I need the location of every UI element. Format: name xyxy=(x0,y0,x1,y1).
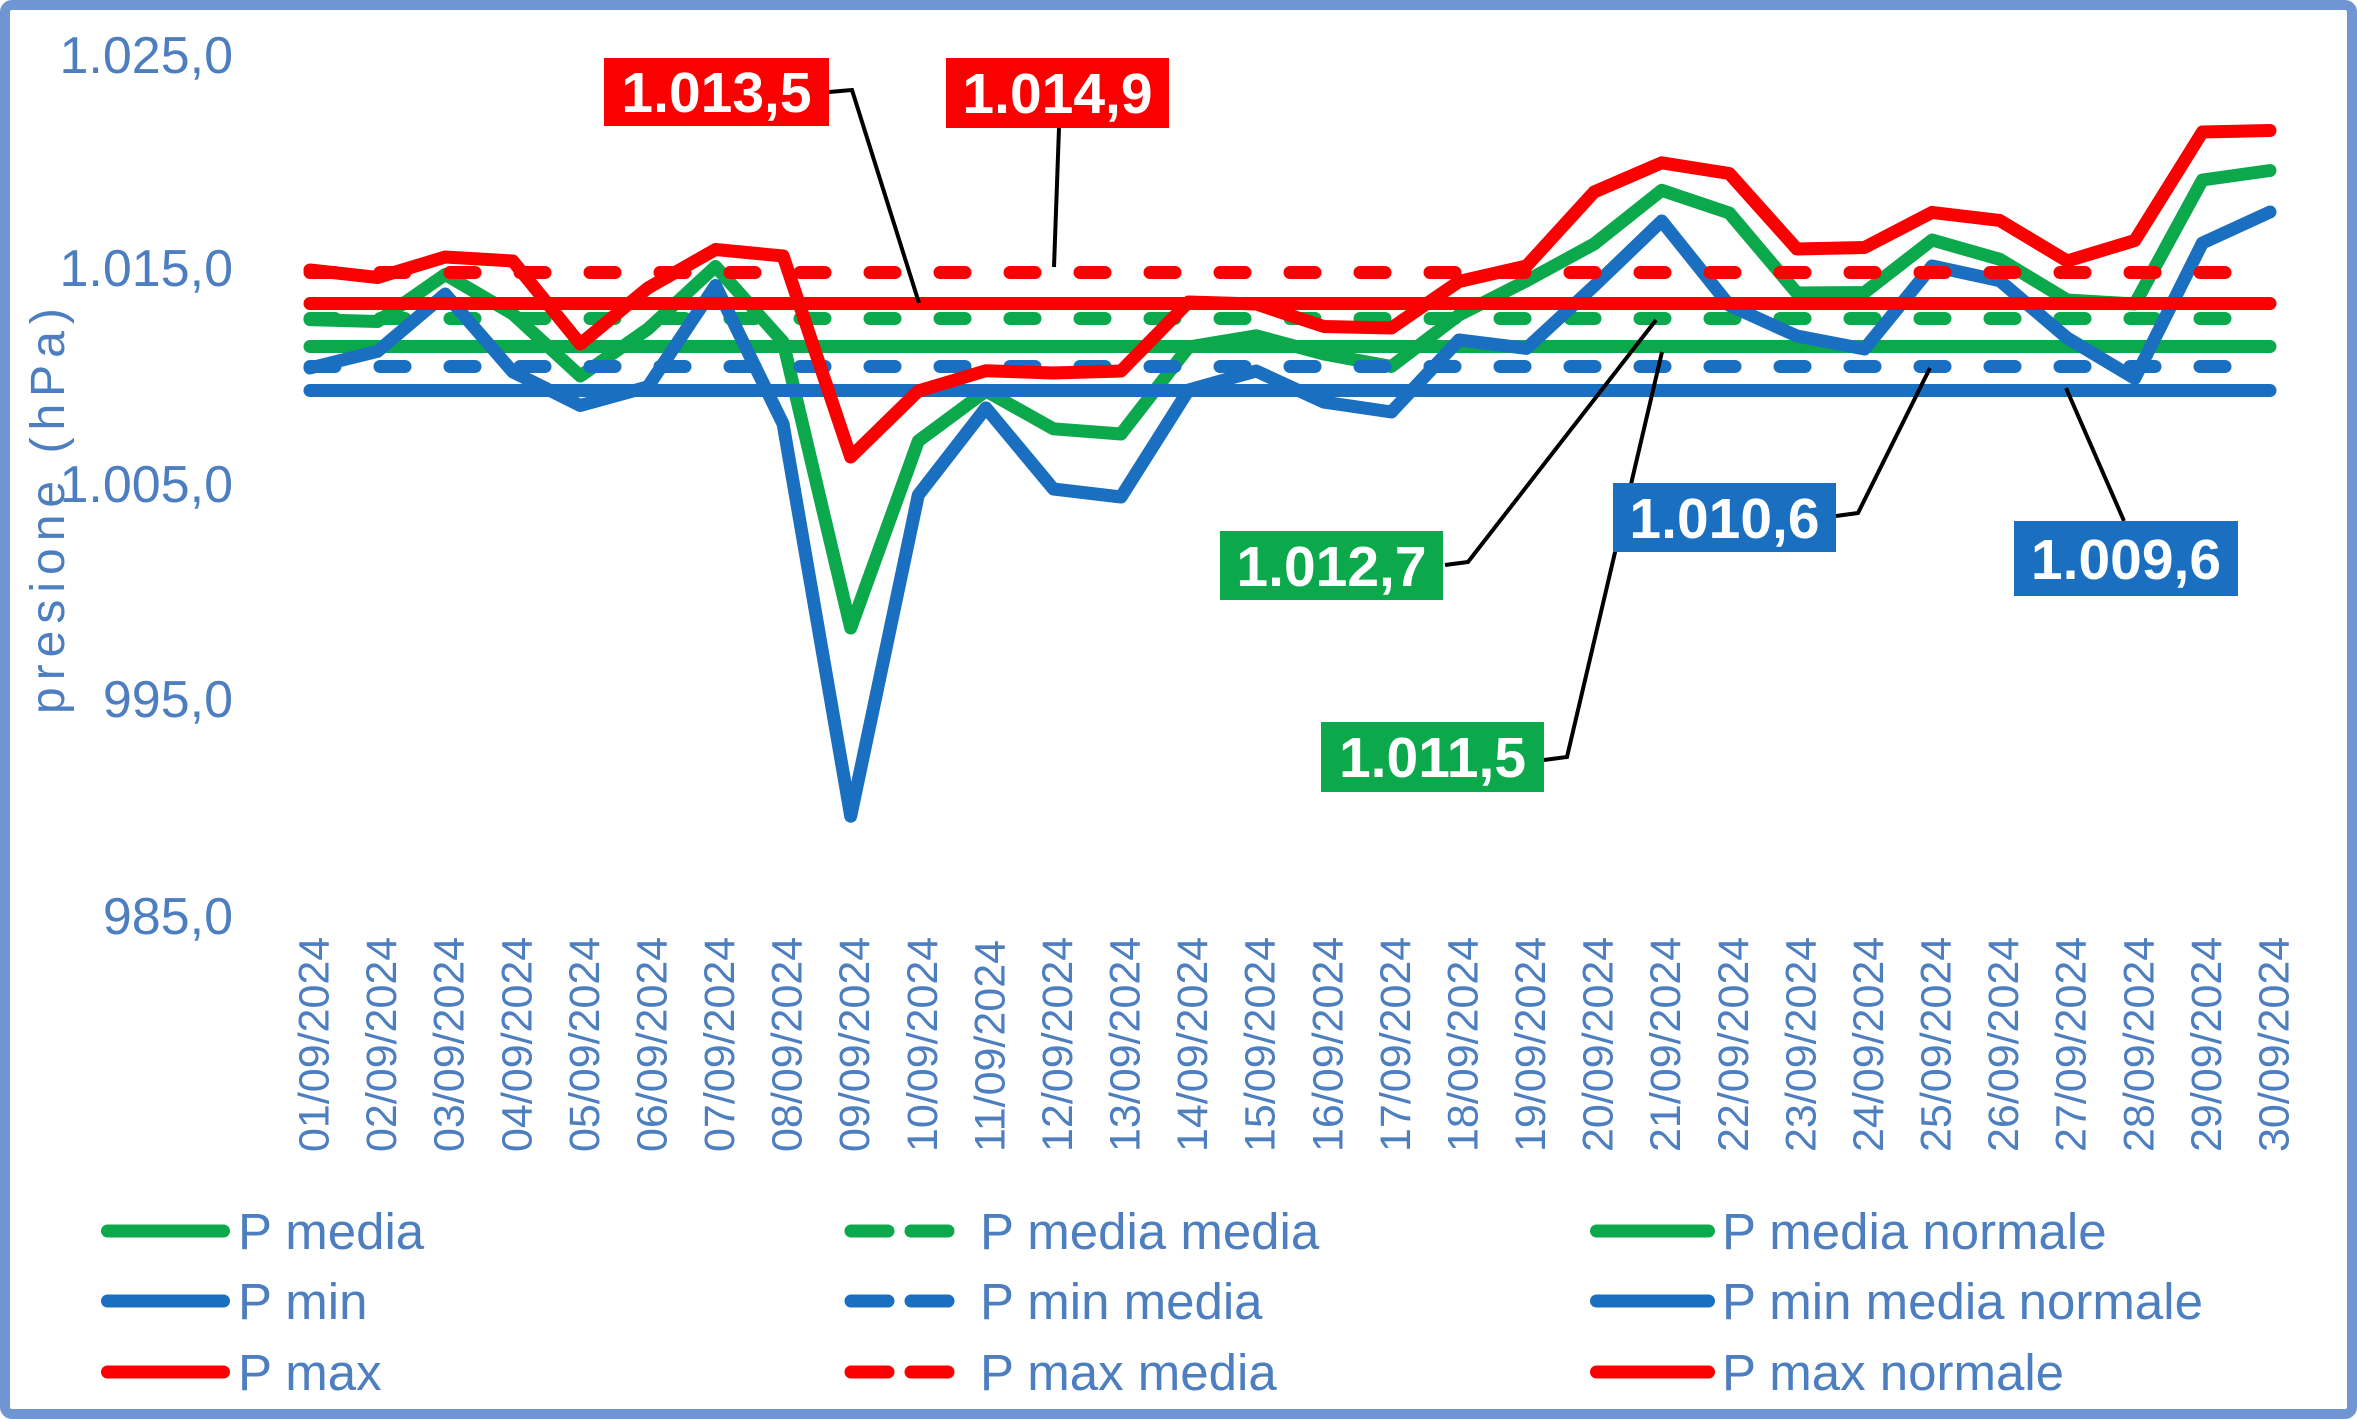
svg-text:24/09/2024: 24/09/2024 xyxy=(1845,937,1893,1152)
svg-text:27/09/2024: 27/09/2024 xyxy=(2048,937,2096,1152)
svg-text:02/09/2024: 02/09/2024 xyxy=(358,937,406,1152)
svg-text:1.005,0: 1.005,0 xyxy=(60,456,234,514)
svg-text:20/09/2024: 20/09/2024 xyxy=(1575,937,1623,1152)
svg-text:01/09/2024: 01/09/2024 xyxy=(291,937,339,1152)
svg-text:985,0: 985,0 xyxy=(103,888,233,946)
svg-text:16/09/2024: 16/09/2024 xyxy=(1304,937,1352,1152)
svg-text:1.015,0: 1.015,0 xyxy=(60,240,234,298)
svg-text:P max: P max xyxy=(238,1344,382,1401)
svg-text:1.009,6: 1.009,6 xyxy=(2031,528,2221,592)
svg-text:1.013,5: 1.013,5 xyxy=(621,61,811,125)
svg-text:15/09/2024: 15/09/2024 xyxy=(1237,937,1285,1152)
svg-text:12/09/2024: 12/09/2024 xyxy=(1034,937,1082,1152)
svg-text:19/09/2024: 19/09/2024 xyxy=(1507,937,1555,1152)
svg-text:1.014,9: 1.014,9 xyxy=(962,62,1152,126)
svg-text:1.010,6: 1.010,6 xyxy=(1629,487,1819,551)
svg-text:04/09/2024: 04/09/2024 xyxy=(493,937,541,1152)
svg-text:08/09/2024: 08/09/2024 xyxy=(764,937,812,1152)
svg-text:17/09/2024: 17/09/2024 xyxy=(1372,937,1420,1152)
svg-text:09/09/2024: 09/09/2024 xyxy=(831,937,879,1152)
svg-text:28/09/2024: 28/09/2024 xyxy=(2115,937,2163,1152)
svg-text:21/09/2024: 21/09/2024 xyxy=(1642,937,1690,1152)
svg-text:P media: P media xyxy=(238,1203,425,1260)
svg-text:07/09/2024: 07/09/2024 xyxy=(696,937,744,1152)
svg-text:29/09/2024: 29/09/2024 xyxy=(2183,937,2231,1152)
svg-text:P media media: P media media xyxy=(980,1203,1320,1260)
svg-text:22/09/2024: 22/09/2024 xyxy=(1710,937,1758,1152)
svg-text:25/09/2024: 25/09/2024 xyxy=(1913,937,1961,1152)
svg-text:1.011,5: 1.011,5 xyxy=(1339,726,1526,790)
svg-text:P min media: P min media xyxy=(980,1273,1263,1330)
svg-text:P min media normale: P min media normale xyxy=(1722,1273,2203,1330)
svg-text:18/09/2024: 18/09/2024 xyxy=(1440,937,1488,1152)
svg-text:30/09/2024: 30/09/2024 xyxy=(2251,937,2299,1152)
svg-text:P media normale: P media normale xyxy=(1722,1203,2107,1260)
svg-text:11/09/2024: 11/09/2024 xyxy=(966,940,1014,1152)
svg-text:06/09/2024: 06/09/2024 xyxy=(628,937,676,1152)
svg-text:995,0: 995,0 xyxy=(103,671,233,729)
svg-text:1.025,0: 1.025,0 xyxy=(60,27,234,85)
svg-text:23/09/2024: 23/09/2024 xyxy=(1777,937,1825,1152)
svg-text:1.012,7: 1.012,7 xyxy=(1236,535,1426,599)
svg-text:14/09/2024: 14/09/2024 xyxy=(1169,937,1217,1152)
svg-text:05/09/2024: 05/09/2024 xyxy=(561,937,609,1152)
svg-text:10/09/2024: 10/09/2024 xyxy=(899,937,947,1152)
svg-text:03/09/2024: 03/09/2024 xyxy=(426,937,474,1152)
svg-text:P max normale: P max normale xyxy=(1722,1344,2064,1401)
svg-text:P min: P min xyxy=(238,1273,367,1330)
svg-text:presione (hPa): presione (hPa) xyxy=(22,301,75,714)
svg-text:13/09/2024: 13/09/2024 xyxy=(1102,937,1150,1152)
svg-text:26/09/2024: 26/09/2024 xyxy=(1980,937,2028,1152)
svg-text:P max media: P max media xyxy=(980,1344,1277,1401)
